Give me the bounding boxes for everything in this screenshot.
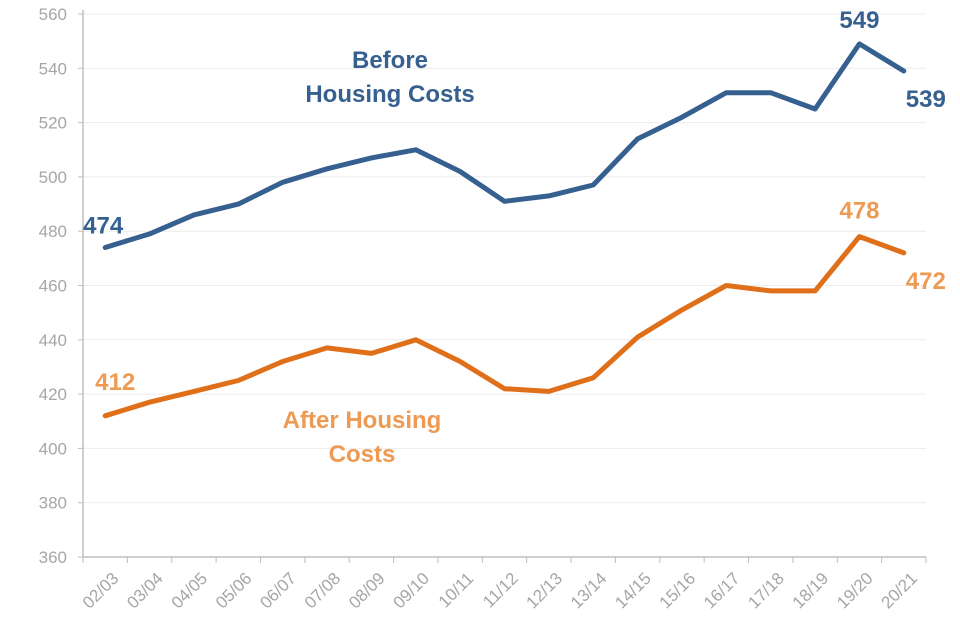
x-tick-label: 08/09: [345, 569, 389, 613]
data-labels: 474 549 539 412 478 472: [83, 7, 946, 396]
bhc-line: [102, 41, 907, 250]
x-tick-label: 16/17: [700, 569, 744, 613]
bhc-data-label: 539: [906, 86, 946, 113]
y-tick-label: 400: [39, 439, 67, 458]
y-tick-label: 500: [39, 168, 67, 187]
series-lines: [102, 41, 907, 419]
ahc-series-label: Costs: [329, 441, 396, 468]
x-tick-label: 18/19: [789, 569, 833, 613]
x-tick-label: 17/18: [744, 569, 788, 613]
axes: [82, 10, 926, 558]
x-tick-label: 14/15: [611, 569, 655, 613]
x-tick-label: 05/06: [212, 569, 256, 613]
x-tick-label: 07/08: [301, 569, 345, 613]
x-tick-label: 09/10: [389, 569, 433, 613]
bhc-series-label: Housing Costs: [305, 81, 474, 108]
x-tick-label: 15/16: [656, 569, 700, 613]
x-tick-label: 11/12: [479, 569, 522, 612]
y-tick-label: 460: [39, 277, 67, 296]
x-tick-label: 10/11: [435, 569, 478, 612]
x-tick-label: 03/04: [123, 569, 167, 613]
bhc-data-label: 474: [83, 212, 124, 239]
y-tick-label: 540: [39, 59, 67, 78]
y-tick-label: 440: [39, 331, 67, 350]
y-tick-label: 420: [39, 385, 67, 404]
series-name-labels: Before Housing Costs After Housing Costs: [283, 47, 475, 468]
x-tick-label: 19/20: [833, 569, 877, 613]
ahc-line: [102, 234, 907, 419]
x-tick-label: 13/14: [567, 569, 611, 613]
x-tick-label: 04/05: [168, 569, 212, 613]
x-axis-ticks: 02/03 03/04 04/05 05/06 06/07 07/08 08/09 09/10…: [79, 557, 927, 613]
x-tick-label: 12/13: [523, 569, 567, 613]
ahc-data-label: 412: [95, 369, 135, 396]
ahc-series-label: After Housing: [283, 407, 442, 434]
ahc-data-label: 472: [906, 268, 946, 295]
y-axis-ticks: 360 380 400 420 440 460 480 500 520 540 560: [39, 5, 83, 567]
y-tick-label: 380: [39, 494, 67, 513]
x-tick-label: 02/03: [79, 569, 123, 613]
x-tick-label: 20/21: [878, 569, 922, 613]
gridlines: [83, 13, 926, 504]
y-tick-label: 360: [39, 548, 67, 567]
y-tick-label: 560: [39, 5, 67, 24]
bhc-data-label: 549: [839, 7, 879, 34]
y-tick-label: 520: [39, 114, 67, 133]
ahc-data-label: 478: [839, 198, 879, 225]
bhc-series-label: Before: [352, 47, 428, 74]
y-tick-label: 480: [39, 222, 67, 241]
x-tick-label: 06/07: [256, 569, 300, 613]
